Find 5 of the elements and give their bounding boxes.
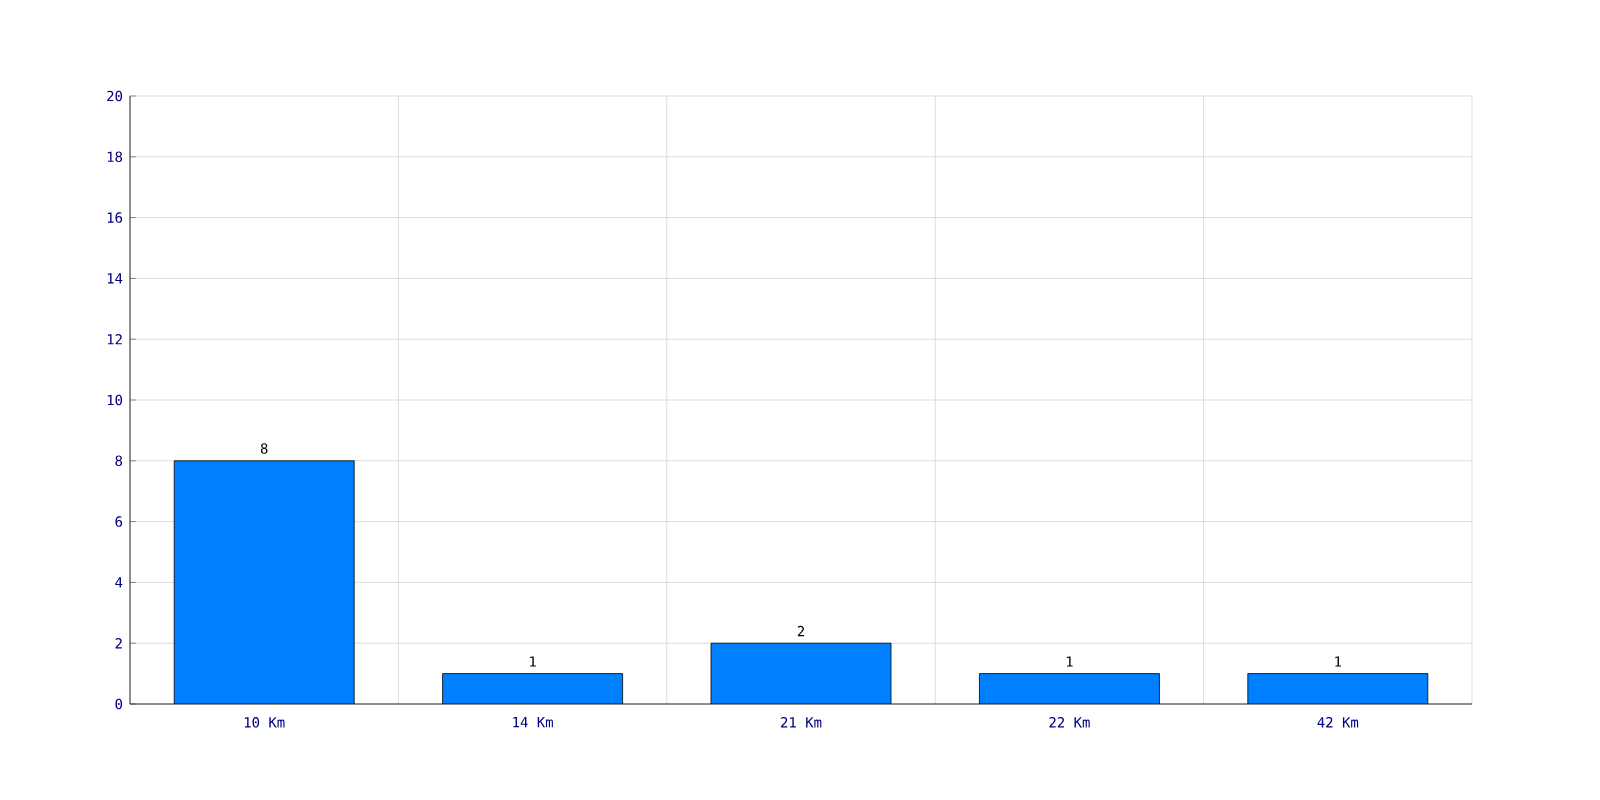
bar [711, 643, 892, 704]
bar [979, 673, 1160, 704]
bar [1247, 673, 1429, 704]
bar [174, 460, 355, 704]
bar [442, 673, 623, 704]
